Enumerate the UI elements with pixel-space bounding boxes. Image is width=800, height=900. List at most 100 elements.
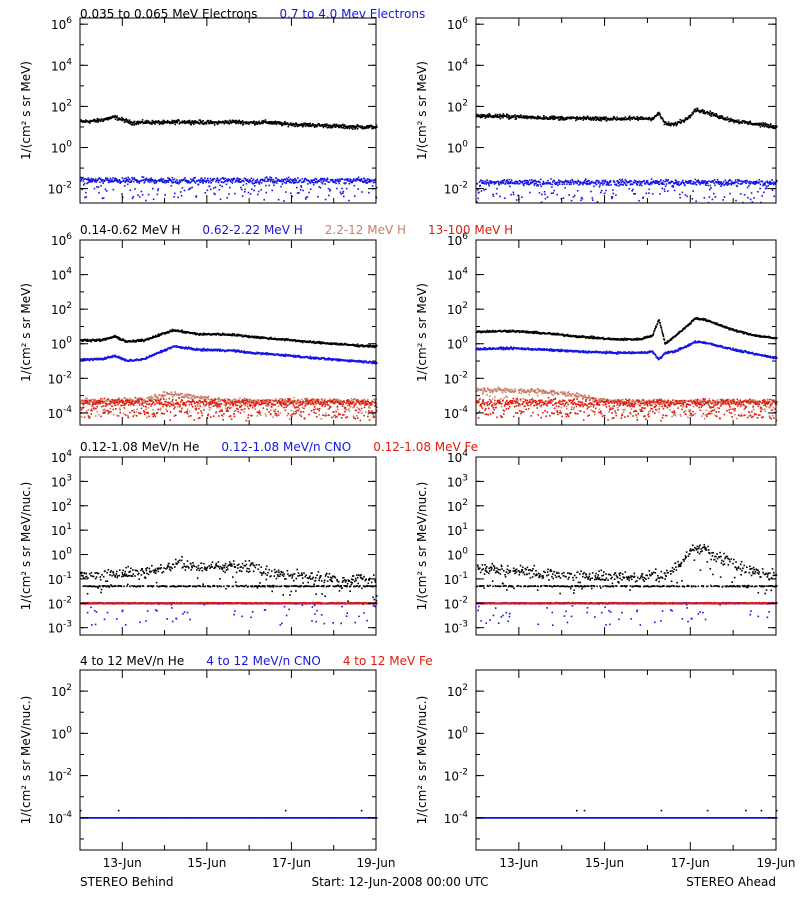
data-point: [271, 179, 273, 181]
data-point: [297, 177, 299, 179]
data-point: [82, 176, 84, 179]
data-point: [341, 187, 343, 190]
data-point: [253, 189, 255, 192]
data-point: [694, 108, 696, 111]
data-point: [528, 179, 531, 182]
data-point: [341, 124, 344, 127]
data-point: [628, 181, 631, 183]
data-point: [124, 180, 127, 182]
data-point: [717, 117, 720, 119]
data-point: [188, 119, 191, 122]
data-point: [560, 117, 562, 120]
data-point: [569, 180, 572, 182]
data-point: [701, 110, 703, 113]
data-point: [333, 124, 335, 127]
data-point: [340, 193, 342, 195]
data-point: [201, 350, 204, 352]
data-point: [293, 125, 295, 127]
data-point: [118, 397, 121, 399]
data-point: [304, 402, 306, 405]
data-point: [739, 193, 742, 195]
data-point: [213, 178, 216, 180]
data-point: [570, 116, 572, 118]
data-point: [225, 183, 228, 186]
data-point: [324, 123, 326, 126]
data-point: [192, 178, 195, 180]
data-point: [552, 192, 554, 194]
data-point: [511, 181, 513, 184]
data-point: [577, 118, 579, 121]
data-point: [236, 177, 239, 179]
data-point: [730, 184, 733, 186]
data-point: [217, 181, 220, 184]
data-point: [712, 112, 714, 114]
data-point: [719, 117, 722, 119]
data-point: [596, 118, 599, 120]
data-point: [292, 181, 294, 183]
data-point: [174, 123, 176, 126]
data-point: [709, 112, 712, 115]
data-point: [157, 397, 160, 400]
data-point: [478, 114, 480, 116]
data-point: [600, 119, 603, 122]
data-point: [264, 119, 267, 121]
data-point: [181, 120, 184, 123]
data-point: [652, 193, 654, 195]
data-point: [205, 398, 207, 400]
data-point: [530, 115, 532, 118]
data-point: [84, 196, 86, 199]
y-axis-label: 1/(cm² s sr MeV): [19, 61, 33, 160]
data-point: [174, 121, 176, 123]
data-point: [160, 179, 162, 181]
data-point: [326, 127, 329, 129]
data-point: [737, 182, 739, 185]
data-point: [231, 121, 233, 124]
data-point: [482, 180, 484, 182]
data-point: [268, 121, 270, 123]
data-point: [203, 123, 205, 126]
data-point: [753, 197, 755, 199]
data-point: [198, 122, 200, 125]
data-point: [150, 177, 152, 179]
data-point: [542, 180, 545, 183]
data-point: [351, 126, 353, 128]
data-point: [132, 178, 134, 181]
data-point: [252, 178, 255, 181]
data-point: [102, 179, 104, 181]
data-point: [586, 115, 589, 117]
data-point: [586, 117, 588, 119]
data-point: [240, 181, 243, 183]
data-point: [369, 181, 371, 183]
data-point: [353, 125, 356, 127]
data-point: [297, 181, 300, 183]
data-point: [335, 123, 338, 126]
data-point: [146, 119, 148, 122]
data-point: [724, 179, 727, 182]
data-point: [366, 182, 368, 184]
data-point: [291, 195, 293, 198]
data-point: [245, 183, 248, 185]
data-point: [318, 123, 320, 126]
data-point: [132, 195, 135, 198]
legend-row-2: 0.12-1.08 MeV/n He 0.12-1.08 MeV/n CNO 0.1…: [80, 440, 478, 454]
data-point: [242, 184, 245, 186]
data-point: [497, 113, 499, 116]
data-point: [590, 182, 593, 184]
data-point: [224, 177, 226, 180]
data-point: [724, 119, 727, 121]
data-point: [128, 120, 130, 122]
data-point: [181, 393, 184, 395]
data-point: [98, 191, 100, 194]
data-point: [294, 177, 296, 180]
data-point: [638, 117, 640, 119]
data-point: [309, 182, 312, 184]
data-point: [93, 179, 95, 182]
data-point: [111, 180, 114, 183]
data-point: [615, 119, 618, 121]
data-point: [201, 180, 203, 182]
data-point: [590, 190, 592, 193]
data-point: [624, 182, 626, 185]
data-point: [540, 185, 542, 188]
data-point: [365, 127, 367, 129]
